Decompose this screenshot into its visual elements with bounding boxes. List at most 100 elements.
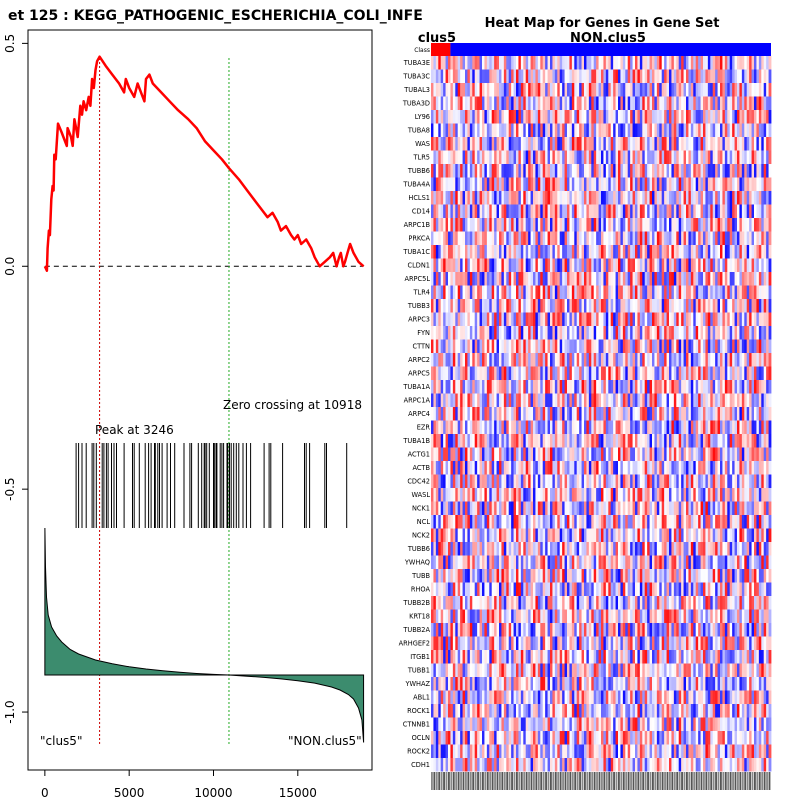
heat-cell [683,69,687,83]
heat-cell [654,353,658,367]
heat-cell [705,353,709,367]
heat-cell [435,326,439,340]
heat-cell [647,164,650,178]
heat-cell [516,231,519,245]
heat-cell [720,474,723,488]
heat-cell [501,204,505,218]
heat-cell [601,474,604,488]
heat-cell [605,272,609,286]
heat-cell [749,380,752,394]
heat-cell [564,285,568,299]
heat-cell [749,56,752,70]
heat-cell [586,69,590,83]
heat-cell [754,285,757,299]
heat-cell [613,164,616,178]
heat-cell [477,218,480,232]
heat-cell [758,461,762,475]
heat-cell [440,515,444,529]
heat-cell [630,218,633,232]
heat-cell [567,191,570,205]
heat-cell [758,326,762,340]
heat-cell [489,69,493,83]
heat-cell [637,123,641,137]
heat-cell [550,110,553,124]
heat-cell [690,56,694,70]
heat-cell [744,177,748,191]
heat-cell [576,110,580,124]
heat-cell [586,488,590,502]
heat-cell [739,258,743,272]
heat-cell [579,231,582,245]
heat-cell [727,150,731,164]
heat-cell [671,164,675,178]
heat-cell [758,420,762,434]
heat-cell [494,56,497,70]
heat-cell [567,137,570,151]
heat-cell [445,231,449,245]
heat-cell [579,515,582,529]
heat-cell [656,258,660,272]
heat-cell [703,312,706,326]
heat-cell [489,501,493,515]
heat-cell [511,231,514,245]
heat-cell [482,110,485,124]
heat-cell [654,326,658,340]
heat-cell [622,110,626,124]
heat-cell [533,123,536,137]
heat-cell [690,191,694,205]
heat-cell [472,366,476,380]
heat-cell [737,177,740,191]
heat-cell [690,258,694,272]
heat-cell [661,285,665,299]
heat-cell [741,204,745,218]
heat-cell [540,312,544,326]
heat-cell [722,245,726,259]
heat-cell [511,204,514,218]
heat-cell [508,447,512,461]
heat-cell [491,515,495,529]
heat-cell [465,488,468,502]
heat-cell [678,474,682,488]
heat-cell [547,420,551,434]
heat-cell [671,231,675,245]
heat-cell [681,299,684,313]
heat-cell [482,366,485,380]
heat-cell [533,366,536,380]
heat-cell [462,56,466,70]
heat-cell [559,393,563,407]
heat-cell [705,137,709,151]
heat-cell [686,69,689,83]
heat-cell [467,326,471,340]
heat-cell [642,177,646,191]
heat-cell [666,245,670,259]
heat-cell [499,231,502,245]
heat-cell [754,150,757,164]
heat-cell [669,312,672,326]
heat-cell [622,150,626,164]
heat-cell [710,312,714,326]
heat-cell [693,312,697,326]
heat-cell [605,258,609,272]
heat-cell [766,191,769,205]
heat-cell [739,110,743,124]
heat-cell [445,258,449,272]
heat-cell [700,407,704,421]
heat-cell [766,69,769,83]
heat-cell [431,447,434,461]
heat-cell [588,177,592,191]
heat-cell [618,434,621,448]
heat-cell [569,231,573,245]
heat-cell [586,312,590,326]
heat-cell [506,447,510,461]
heat-cell [450,258,454,272]
heat-cell [491,164,495,178]
heat-cell [703,420,706,434]
heat-cell [482,461,485,475]
heat-cell [700,191,704,205]
heat-cell [637,137,641,151]
heat-cell [445,339,449,353]
heat-cell [586,299,590,313]
heat-cell [700,231,704,245]
heat-cell [756,393,760,407]
heat-cell [666,191,670,205]
